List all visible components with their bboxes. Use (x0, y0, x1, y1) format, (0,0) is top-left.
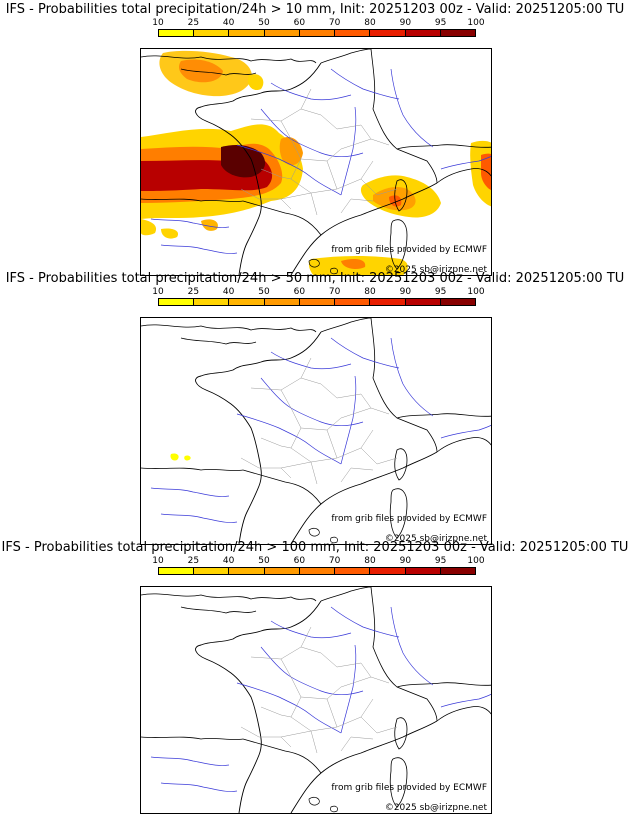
map-canvas (141, 318, 491, 544)
colorbar-tick-label: 95 (434, 18, 447, 28)
colorbar-segment (335, 568, 371, 574)
colorbar-segment (229, 299, 265, 305)
colorbar-tick-label: 60 (293, 556, 306, 566)
colorbar-tick-label: 10 (152, 287, 164, 297)
colorbar-tick-label: 50 (258, 556, 270, 566)
panel-title: IFS - Probabilities total precipitation/… (1, 540, 629, 555)
colorbar-tick-label: 60 (293, 287, 306, 297)
colorbar-tick-label: 50 (258, 18, 270, 28)
precip-field (141, 50, 491, 275)
colorbar-ticks: 10 25 40 50 60 70 80 90 95 100 (152, 18, 484, 28)
colorbar-tick-label: 95 (434, 556, 447, 566)
colorbar-tick-label: 10 (152, 18, 164, 28)
panel-50mm: IFS - Probabilities total precipitation/… (0, 269, 630, 545)
colorbar-segment (159, 568, 195, 574)
colorbar-segment (159, 30, 195, 36)
credit-source: from grib files provided by ECMWF (331, 514, 487, 524)
panel-title: IFS - Probabilities total precipitation/… (5, 2, 625, 17)
colorbar-ticks: 10 25 40 50 60 70 80 90 95 100 (152, 556, 484, 566)
credit-copyright: ©2025 sb@irizpne.net (384, 803, 487, 813)
credit-copyright: ©2025 sb@irizpne.net (384, 265, 487, 275)
colorbar: 10 25 40 50 60 70 80 90 95 100 (152, 556, 485, 582)
colorbar-tick-label: 90 (399, 18, 412, 28)
colorbar-segment (264, 568, 300, 574)
colorbar-tick-label: 40 (222, 287, 235, 297)
colorbar-tick-label: 70 (328, 18, 341, 28)
colorbar-tick-label: 80 (364, 287, 376, 297)
colorbar-tick-label: 100 (467, 18, 485, 28)
colorbar-tick-label: 70 (328, 556, 341, 566)
colorbar-segment (194, 299, 230, 305)
colorbar-segment (370, 30, 406, 36)
colorbar-bar (158, 567, 476, 575)
colorbar-tick-label: 50 (258, 287, 270, 297)
colorbar-segment (335, 299, 371, 305)
colorbar-segment (440, 299, 475, 305)
colorbar-segment (370, 299, 406, 305)
credit-copyright: ©2025 sb@irizpne.net (384, 534, 487, 544)
colorbar-segment (440, 568, 475, 574)
map-canvas (141, 587, 491, 813)
panel-title: IFS - Probabilities total precipitation/… (5, 271, 625, 286)
probability-map: from grib files provided by ECMWF ©2025 … (140, 317, 492, 545)
colorbar-tick-label: 10 (152, 556, 164, 566)
colorbar-segment (299, 568, 336, 574)
colorbar-segment (370, 568, 406, 574)
colorbar-tick-label: 70 (328, 287, 341, 297)
precip-field (170, 453, 191, 461)
colorbar-tick-label: 100 (467, 287, 485, 297)
probability-map: from grib files provided by ECMWF ©2025 … (140, 48, 492, 276)
colorbar-segment (299, 30, 336, 36)
credit-source: from grib files provided by ECMWF (331, 245, 487, 255)
credit-source: from grib files provided by ECMWF (331, 783, 487, 793)
colorbar-segment (159, 299, 195, 305)
colorbar-tick-label: 100 (467, 556, 485, 566)
colorbar-segment (405, 299, 441, 305)
colorbar-segment (299, 299, 336, 305)
colorbar-segment (194, 30, 230, 36)
colorbar-tick-label: 25 (187, 287, 200, 297)
colorbar-segment (229, 30, 265, 36)
colorbar-segment (335, 30, 371, 36)
map-canvas (141, 49, 491, 275)
colorbar: 10 25 40 50 60 70 80 90 95 100 (152, 18, 485, 44)
colorbar-segment (264, 299, 300, 305)
colorbar-tick-label: 90 (399, 556, 412, 566)
panel-100mm: IFS - Probabilities total precipitation/… (0, 538, 630, 814)
colorbar-tick-label: 40 (222, 18, 235, 28)
colorbar-segment (264, 30, 300, 36)
colorbar-segment (405, 568, 441, 574)
colorbar: 10 25 40 50 60 70 80 90 95 100 (152, 287, 485, 313)
panel-10mm: IFS - Probabilities total precipitation/… (0, 0, 630, 276)
colorbar-ticks: 10 25 40 50 60 70 80 90 95 100 (152, 287, 484, 297)
colorbar-segment (405, 30, 441, 36)
colorbar-tick-label: 95 (434, 287, 447, 297)
colorbar-tick-label: 25 (187, 18, 200, 28)
colorbar-tick-label: 80 (364, 556, 376, 566)
colorbar-tick-label: 80 (364, 18, 376, 28)
colorbar-tick-label: 25 (187, 556, 200, 566)
colorbar-bar (158, 298, 476, 306)
colorbar-tick-label: 40 (222, 556, 235, 566)
colorbar-tick-label: 60 (293, 18, 306, 28)
colorbar-tick-label: 90 (399, 287, 412, 297)
probability-map: from grib files provided by ECMWF ©2025 … (140, 586, 492, 814)
colorbar-segment (194, 568, 230, 574)
colorbar-bar (158, 29, 476, 37)
colorbar-segment (229, 568, 265, 574)
colorbar-segment (440, 30, 475, 36)
